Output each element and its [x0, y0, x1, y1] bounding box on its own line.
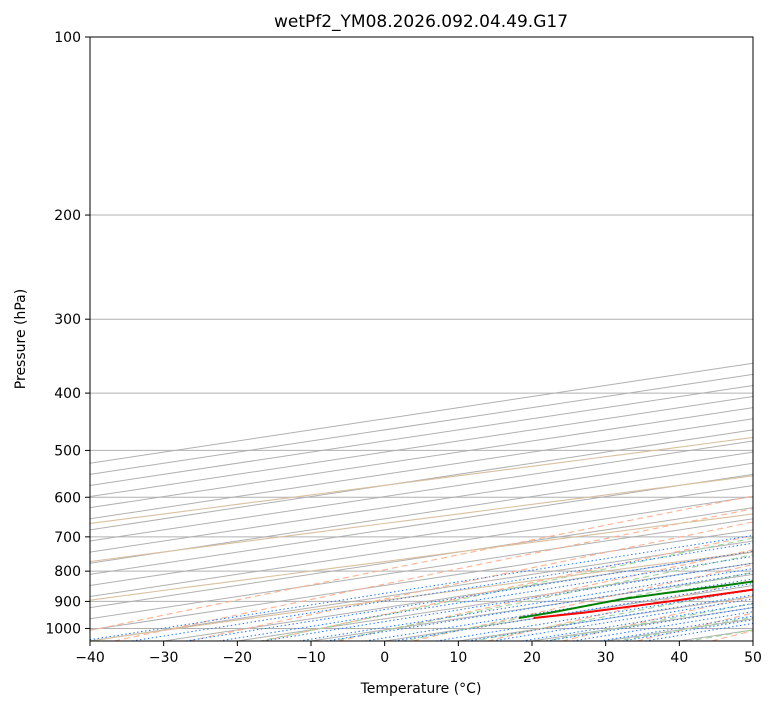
y-tick-label: 700: [54, 530, 81, 546]
isotherm-line: [90, 462, 753, 564]
dry-adiabat: [711, 630, 753, 641]
x-tick-label: 20: [523, 650, 541, 666]
y-tick-label: 300: [54, 312, 81, 328]
background-arc: [90, 475, 753, 563]
mixing-ratio-line: [645, 622, 753, 641]
x-axis-label: Temperature (°C): [360, 681, 482, 697]
isotherm-line: [90, 529, 753, 631]
chart-title: wetPf2_YM08.2026.092.04.49.G17: [274, 12, 568, 32]
isotherm-line: [90, 518, 753, 620]
y-tick-label: 1000: [45, 621, 81, 637]
y-tick-label: 200: [54, 208, 81, 224]
dry-adiabat: [90, 495, 753, 632]
background-arc: [90, 513, 753, 601]
y-tick-label: 500: [54, 443, 81, 459]
mixing-ratio-line: [492, 598, 753, 641]
x-tick-label: −30: [149, 650, 179, 666]
y-tick-label: 600: [54, 490, 81, 506]
isotherm-line: [90, 440, 753, 542]
y-tick-label: 400: [54, 386, 81, 402]
background-arc: [90, 551, 753, 641]
isotherm-line: [752, 640, 753, 641]
background-grid: [90, 37, 753, 641]
mixing-ratio-line: [262, 562, 753, 641]
plot-frame: [89, 36, 754, 642]
y-tick-label: 900: [54, 594, 81, 610]
moist-adiabat: [542, 603, 753, 641]
dry-adiabat: [487, 579, 753, 641]
y-tick-label: 800: [54, 564, 81, 580]
mixing-ratio-line: [326, 572, 753, 641]
moist-adiabat: [257, 537, 753, 641]
x-tick-label: 30: [597, 650, 615, 666]
x-tick-label: 40: [670, 650, 688, 666]
temperature-profile: [533, 588, 753, 619]
dry-adiabat: [263, 535, 753, 641]
isotherm-line: [90, 451, 753, 553]
y-tick-label: 100: [54, 30, 81, 46]
mixing-ratio-line: [572, 611, 753, 641]
x-tick-label: 50: [744, 650, 762, 666]
series-layer: [518, 580, 753, 619]
moist-adiabat: [400, 571, 753, 641]
x-tick-label: −40: [75, 650, 105, 666]
moist-adiabat: [329, 554, 753, 641]
dry-adiabat: [113, 508, 753, 641]
x-tick-label: 0: [380, 650, 389, 666]
x-tick-label: 10: [449, 650, 467, 666]
mixing-ratio-line: [131, 542, 753, 641]
isotherm-line: [90, 507, 753, 609]
isotherm-line: [90, 473, 753, 575]
moist-adiabat: [471, 588, 753, 641]
isotherm-line: [90, 496, 753, 598]
dry-adiabat: [562, 595, 753, 641]
axes: −40 −30 −20 −10 0 10 20 30 40 50 100 200 300 400 500 60…: [45, 30, 762, 666]
isotherm-line: [531, 607, 753, 641]
y-axis-label: Pressure (hPa): [13, 289, 29, 389]
mixing-ratio-line: [218, 555, 753, 641]
isotherm-line: [90, 484, 753, 586]
dewpoint-profile: [518, 580, 753, 619]
x-tick-label: −10: [296, 650, 326, 666]
isotherm-line: [90, 540, 753, 641]
mixing-ratio-line: [299, 568, 753, 641]
isotherm-line: [384, 584, 753, 641]
x-tick-label: −20: [223, 650, 253, 666]
mixing-ratio-line: [365, 578, 753, 641]
moist-adiabat: [686, 629, 753, 641]
